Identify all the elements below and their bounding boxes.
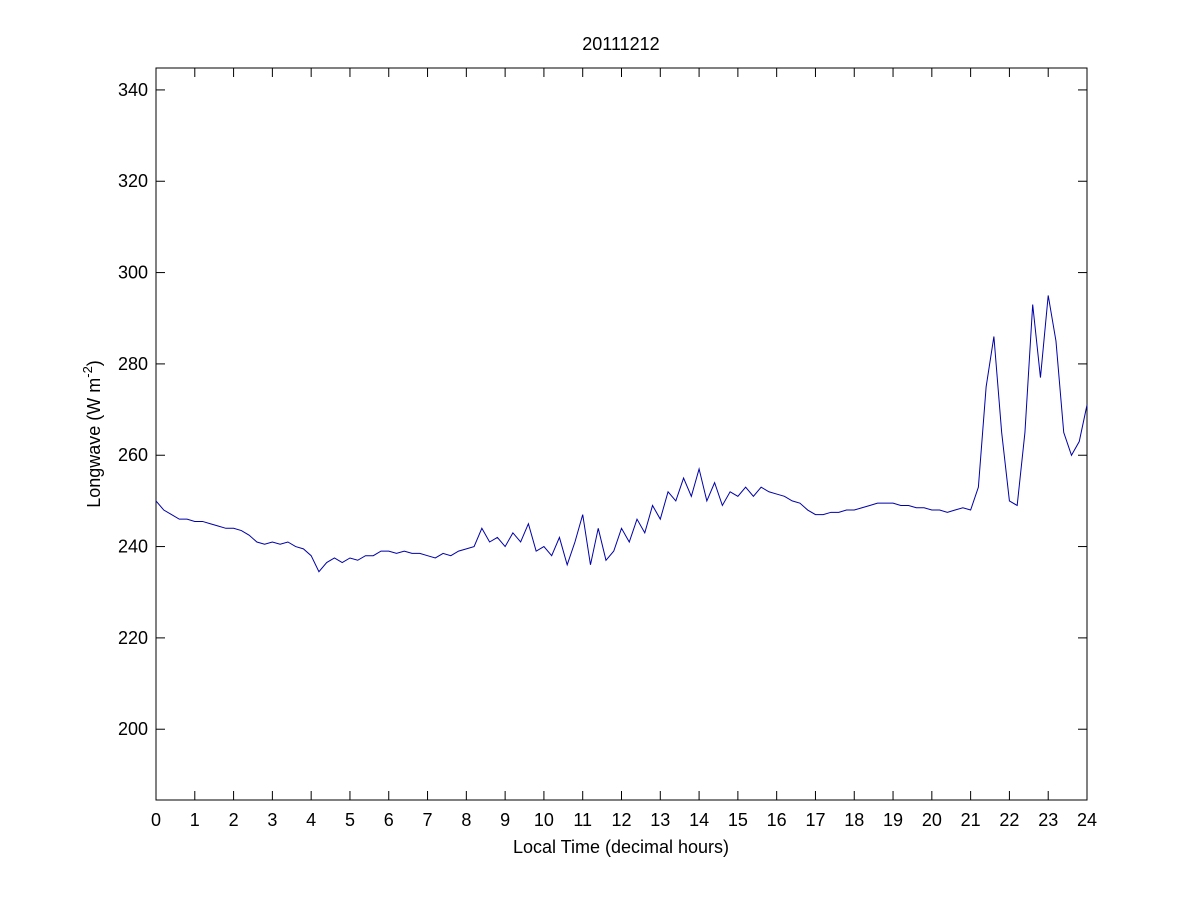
x-tick-label: 12 xyxy=(611,810,631,830)
y-tick-label: 320 xyxy=(118,171,148,191)
y-axis-label-text: Longwave (W m xyxy=(84,378,104,508)
x-tick-label: 13 xyxy=(650,810,670,830)
y-tick-label: 300 xyxy=(118,263,148,283)
x-tick-label: 3 xyxy=(267,810,277,830)
x-tick-label: 2 xyxy=(229,810,239,830)
x-tick-label: 15 xyxy=(728,810,748,830)
y-tick-label: 220 xyxy=(118,628,148,648)
chart-title: 20111212 xyxy=(582,34,659,54)
x-tick-label: 7 xyxy=(423,810,433,830)
y-tick-label: 240 xyxy=(118,537,148,557)
x-tick-label: 18 xyxy=(844,810,864,830)
x-tick-label: 8 xyxy=(461,810,471,830)
x-tick-label: 0 xyxy=(151,810,161,830)
x-tick-label: 20 xyxy=(922,810,942,830)
x-tick-label: 4 xyxy=(306,810,316,830)
x-tick-label: 9 xyxy=(500,810,510,830)
x-tick-label: 19 xyxy=(883,810,903,830)
x-tick-label: 11 xyxy=(573,810,592,830)
x-tick-label: 24 xyxy=(1077,810,1097,830)
y-tick-label: 260 xyxy=(118,445,148,465)
x-tick-label: 16 xyxy=(767,810,787,830)
x-tick-label: 21 xyxy=(961,810,981,830)
x-tick-label: 6 xyxy=(384,810,394,830)
y-tick-label: 280 xyxy=(118,354,148,374)
y-axis-label: Longwave (W m-2) xyxy=(80,360,104,508)
x-tick-label: 22 xyxy=(999,810,1019,830)
x-tick-label: 17 xyxy=(805,810,825,830)
y-axis-label-suffix: ) xyxy=(84,360,104,366)
x-axis-label: Local Time (decimal hours) xyxy=(513,837,729,857)
plot-area xyxy=(155,67,1088,801)
y-tick-label: 340 xyxy=(118,80,148,100)
x-tick-label: 10 xyxy=(534,810,554,830)
y-tick-label: 200 xyxy=(118,719,148,739)
x-tick-label: 5 xyxy=(345,810,355,830)
data-line xyxy=(155,295,1088,573)
x-tick-label: 23 xyxy=(1038,810,1058,830)
y-axis-label-superscript: -2 xyxy=(80,366,95,378)
x-tick-label: 14 xyxy=(689,810,709,830)
x-tick-label: 1 xyxy=(190,810,200,830)
